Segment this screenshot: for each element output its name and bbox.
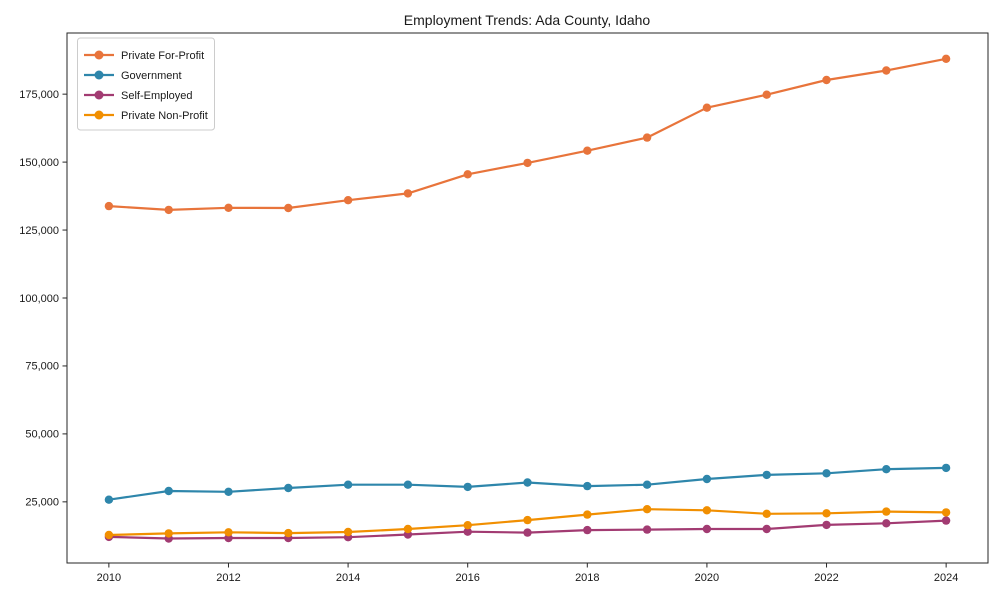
data-point-self-employed: [463, 527, 472, 536]
legend-marker-private-for-profit: [94, 50, 104, 60]
data-point-government: [583, 481, 592, 491]
data-point-self-employed: [642, 525, 652, 534]
y-tick-label: 75,000: [25, 361, 59, 373]
data-point-self-employed: [822, 520, 831, 530]
data-point-private-for-profit: [583, 146, 592, 155]
data-point-private-for-profit: [882, 66, 891, 75]
y-tick-label: 175,000: [19, 89, 59, 101]
data-point-self-employed: [583, 525, 592, 535]
legend-label-private-for-profit: Private For-Profit: [121, 50, 204, 62]
data-point-self-employed: [762, 524, 771, 534]
legend-marker-government: [94, 70, 104, 80]
data-point-private-non-profit: [224, 528, 233, 537]
data-point-private-non-profit: [642, 505, 652, 514]
data-point-private-for-profit: [343, 196, 353, 205]
data-point-government: [523, 478, 532, 487]
data-point-private-for-profit: [762, 90, 771, 99]
data-point-private-non-profit: [523, 515, 532, 525]
data-point-private-non-profit: [343, 527, 353, 537]
data-point-government: [284, 483, 293, 493]
data-point-government: [164, 486, 173, 496]
data-point-private-for-profit: [642, 133, 652, 142]
y-tick-label: 50,000: [25, 429, 59, 441]
data-point-government: [104, 495, 114, 504]
data-point-private-for-profit: [702, 103, 712, 112]
y-tick-label: 125,000: [19, 225, 59, 237]
x-tick-label: 2014: [336, 572, 360, 584]
data-point-private-non-profit: [403, 524, 413, 534]
legend-marker-private-non-profit: [94, 110, 104, 120]
x-tick-label: 2012: [216, 572, 240, 584]
x-tick-label: 2016: [455, 572, 479, 584]
data-point-private-non-profit: [463, 521, 472, 530]
data-point-private-for-profit: [164, 205, 173, 215]
data-point-private-for-profit: [224, 203, 233, 212]
x-tick-label: 2018: [575, 572, 599, 584]
y-tick-label: 100,000: [19, 293, 59, 305]
legend-label-self-employed: Self-Employed: [121, 90, 193, 102]
x-tick-label: 2010: [97, 572, 121, 584]
plot-area: 25,000 50,000 75,000 100,000 125,000 150,000 1…: [19, 32, 989, 584]
y-tick-label: 150,000: [19, 157, 59, 169]
data-point-private-for-profit: [463, 170, 472, 179]
data-point-private-non-profit: [762, 509, 771, 518]
data-point-self-employed: [523, 528, 532, 537]
data-point-government: [343, 480, 353, 489]
y-tick-label: 25,000: [25, 497, 59, 509]
data-point-private-for-profit: [941, 54, 951, 63]
data-point-private-for-profit: [104, 201, 114, 211]
data-point-government: [224, 487, 233, 496]
data-point-government: [882, 465, 891, 474]
x-tick-label: 2022: [814, 572, 838, 584]
legend-label-government: Government: [121, 70, 182, 82]
data-point-private-non-profit: [164, 529, 173, 538]
data-point-private-for-profit: [284, 203, 293, 213]
chart-title: Employment Trends: Ada County, Idaho: [404, 12, 651, 28]
data-point-private-for-profit: [403, 189, 413, 198]
data-point-private-non-profit: [882, 507, 891, 516]
data-point-self-employed: [882, 519, 891, 528]
data-point-private-non-profit: [583, 510, 592, 519]
data-point-government: [822, 469, 831, 478]
data-point-government: [702, 474, 712, 484]
legend-marker-self-employed: [94, 90, 104, 100]
data-point-private-for-profit: [822, 75, 831, 85]
data-point-government: [941, 463, 951, 473]
data-point-government: [403, 480, 413, 489]
data-point-government: [762, 470, 771, 480]
data-point-government: [642, 480, 652, 489]
legend: Private For-Profit Government Self-Employe…: [77, 37, 215, 131]
data-point-government: [463, 482, 472, 492]
legend-box: [77, 37, 215, 131]
x-tick-label: 2020: [695, 572, 719, 584]
x-tick-label: 2024: [934, 572, 958, 584]
data-point-self-employed: [702, 524, 712, 534]
data-point-private-non-profit: [702, 506, 712, 515]
data-point-private-non-profit: [284, 528, 293, 538]
data-point-private-non-profit: [822, 509, 831, 518]
data-point-self-employed: [941, 516, 951, 525]
data-point-private-non-profit: [941, 508, 951, 517]
data-point-private-non-profit: [104, 530, 114, 540]
legend-label-private-non-profit: Private Non-Profit: [121, 110, 208, 122]
series-line-private-for-profit: [107, 57, 948, 211]
data-point-private-for-profit: [523, 158, 532, 168]
